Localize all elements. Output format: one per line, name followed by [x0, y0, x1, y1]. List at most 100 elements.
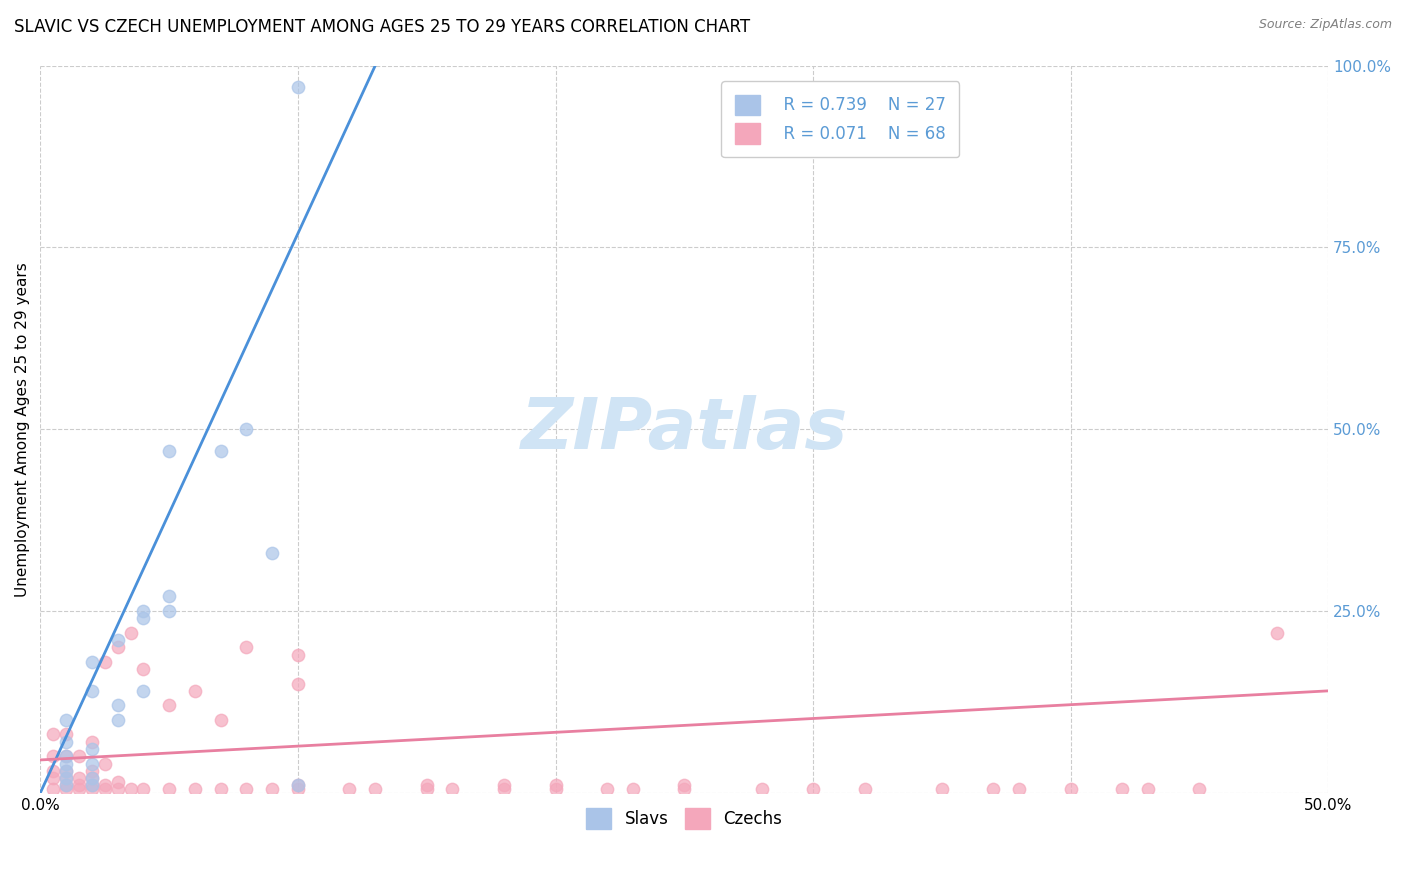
Point — [120, 782, 142, 797]
Point — [157, 782, 180, 797]
Point — [673, 778, 696, 792]
Point — [132, 782, 155, 797]
Point — [751, 782, 773, 797]
Point — [67, 778, 90, 792]
Text: ZIPatlas: ZIPatlas — [520, 394, 848, 464]
Point — [184, 782, 207, 797]
Point — [120, 625, 142, 640]
Point — [287, 778, 309, 792]
Point — [544, 782, 567, 797]
Point — [287, 80, 309, 95]
Point — [80, 771, 103, 785]
Point — [94, 778, 117, 792]
Point — [80, 756, 103, 771]
Point — [80, 655, 103, 669]
Point — [492, 782, 515, 797]
Text: SLAVIC VS CZECH UNEMPLOYMENT AMONG AGES 25 TO 29 YEARS CORRELATION CHART: SLAVIC VS CZECH UNEMPLOYMENT AMONG AGES … — [14, 18, 751, 36]
Point — [931, 782, 953, 797]
Point — [157, 590, 180, 604]
Text: Source: ZipAtlas.com: Source: ZipAtlas.com — [1258, 18, 1392, 31]
Point — [80, 742, 103, 756]
Point — [107, 698, 129, 713]
Point — [67, 749, 90, 764]
Point — [55, 771, 77, 785]
Point — [441, 782, 464, 797]
Point — [262, 546, 284, 560]
Point — [1111, 782, 1133, 797]
Point — [157, 444, 180, 458]
Point — [132, 662, 155, 676]
Point — [132, 611, 155, 625]
Point — [364, 782, 387, 797]
Point — [287, 778, 309, 792]
Point — [94, 655, 117, 669]
Legend: Slavs, Czechs: Slavs, Czechs — [579, 802, 789, 835]
Point — [235, 782, 257, 797]
Point — [94, 782, 117, 797]
Point — [209, 782, 232, 797]
Point — [107, 782, 129, 797]
Point — [157, 604, 180, 618]
Point — [67, 771, 90, 785]
Point — [1008, 782, 1031, 797]
Point — [80, 778, 103, 792]
Point — [42, 764, 65, 778]
Point — [80, 778, 103, 792]
Point — [621, 782, 644, 797]
Point — [262, 782, 284, 797]
Point — [209, 444, 232, 458]
Point — [55, 756, 77, 771]
Point — [287, 782, 309, 797]
Point — [287, 676, 309, 690]
Point — [80, 771, 103, 785]
Point — [55, 749, 77, 764]
Point — [107, 640, 129, 655]
Point — [801, 782, 824, 797]
Point — [107, 713, 129, 727]
Point — [235, 640, 257, 655]
Point — [80, 684, 103, 698]
Point — [42, 771, 65, 785]
Point — [94, 756, 117, 771]
Point — [55, 778, 77, 792]
Point — [42, 727, 65, 741]
Point — [55, 727, 77, 741]
Point — [209, 713, 232, 727]
Point — [80, 735, 103, 749]
Point — [55, 764, 77, 778]
Point — [55, 735, 77, 749]
Point — [55, 713, 77, 727]
Point — [416, 778, 439, 792]
Point — [55, 778, 77, 792]
Point — [235, 422, 257, 436]
Point — [1059, 782, 1081, 797]
Point — [42, 782, 65, 797]
Point — [132, 684, 155, 698]
Point — [55, 782, 77, 797]
Point — [55, 771, 77, 785]
Point — [132, 604, 155, 618]
Point — [596, 782, 619, 797]
Point — [287, 648, 309, 662]
Point — [55, 764, 77, 778]
Point — [107, 774, 129, 789]
Point — [1265, 625, 1288, 640]
Point — [339, 782, 361, 797]
Point — [157, 698, 180, 713]
Y-axis label: Unemployment Among Ages 25 to 29 years: Unemployment Among Ages 25 to 29 years — [15, 261, 30, 597]
Point — [80, 782, 103, 797]
Point — [80, 764, 103, 778]
Point — [67, 782, 90, 797]
Point — [981, 782, 1004, 797]
Point — [1136, 782, 1159, 797]
Point — [42, 749, 65, 764]
Point — [1188, 782, 1211, 797]
Point — [673, 782, 696, 797]
Point — [492, 778, 515, 792]
Point — [184, 684, 207, 698]
Point — [107, 632, 129, 647]
Point — [544, 778, 567, 792]
Point — [55, 749, 77, 764]
Point — [853, 782, 876, 797]
Point — [416, 782, 439, 797]
